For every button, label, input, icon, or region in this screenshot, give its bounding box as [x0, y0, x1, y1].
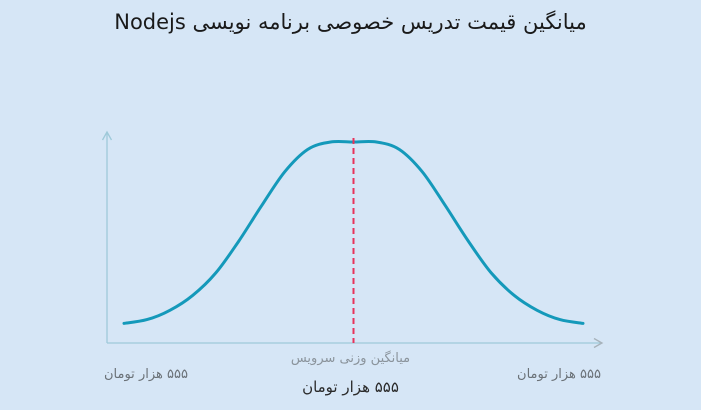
chart-title: میانگین قیمت تدریس خصوصی برنامه نویسی No… [114, 10, 587, 34]
y-axis-arrow [101, 130, 113, 141]
x-axis-arrow [593, 337, 604, 349]
min-price-label: ۵۵۵ هزار تومان [104, 367, 188, 382]
mean-caption: میانگین وزنی سرویس [290, 351, 411, 366]
max-price-label: ۵۵۵ هزار تومان [517, 367, 601, 382]
mean-value-label: ۵۵۵ هزار تومان [302, 378, 399, 396]
